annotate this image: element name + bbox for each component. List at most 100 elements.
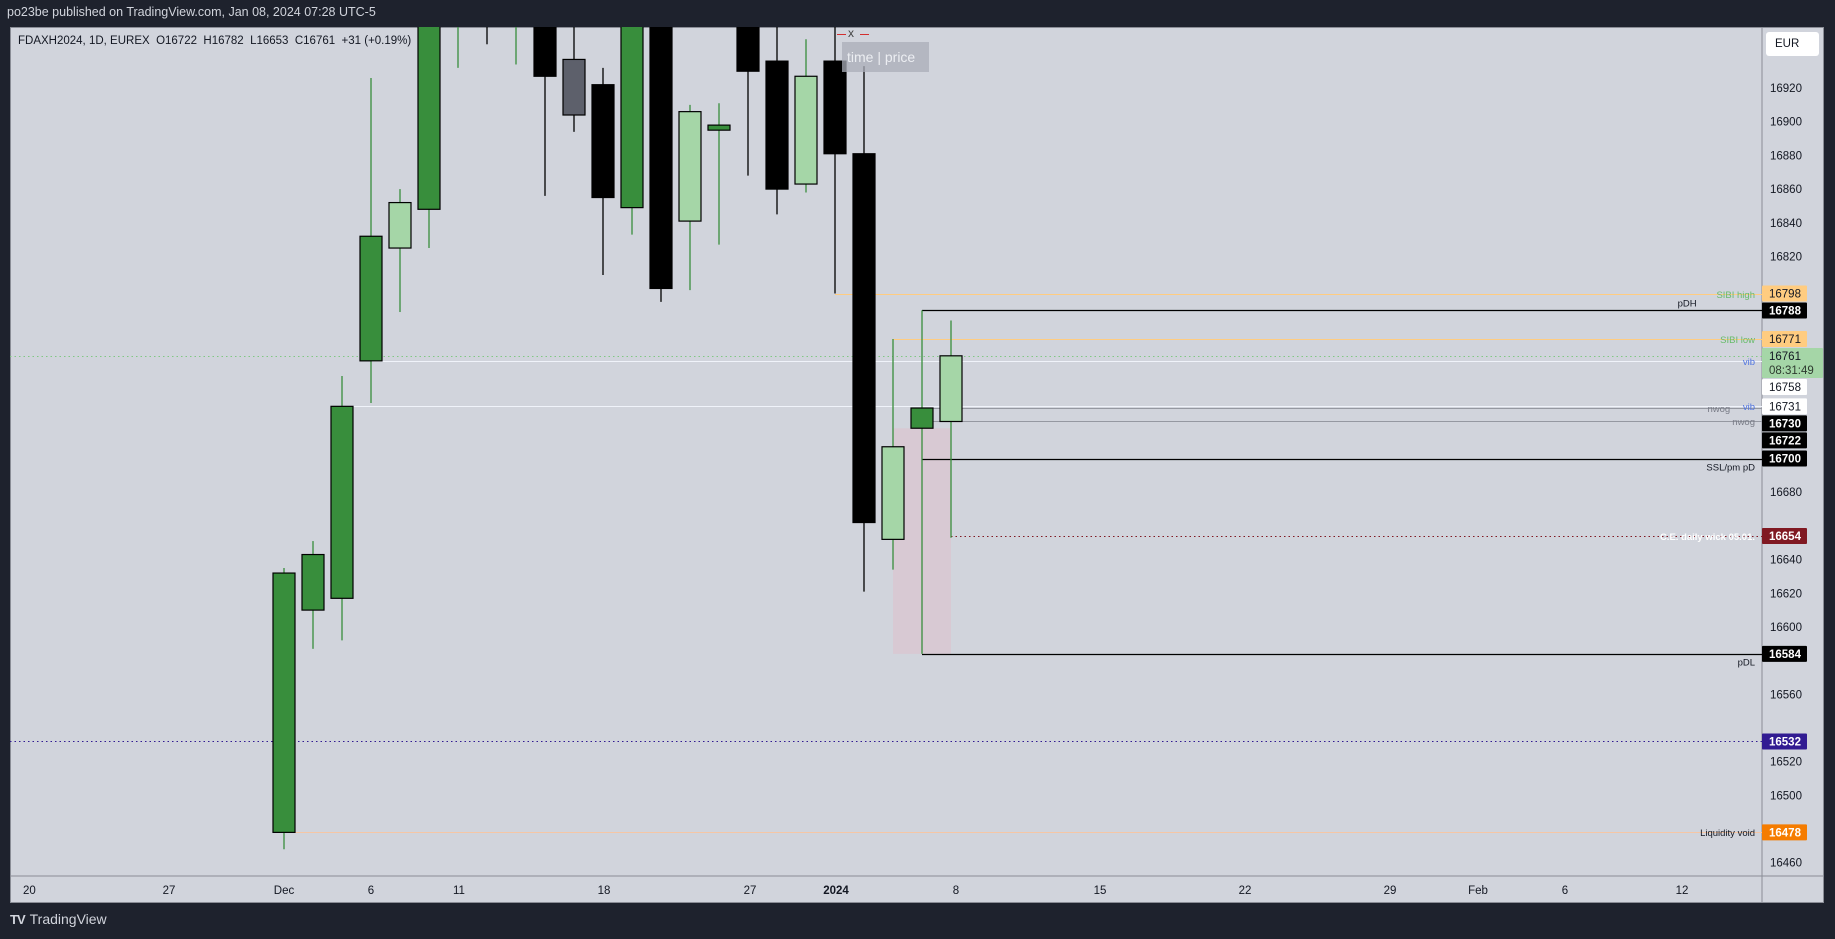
price-tick-label: 16900 <box>1770 117 1802 129</box>
candle-2023-12-04[interactable] <box>301 541 325 649</box>
legend-low: L16653 <box>250 35 289 47</box>
candle-2023-12-15[interactable] <box>562 22 586 132</box>
candle-body <box>620 27 644 209</box>
candle-body <box>910 407 934 429</box>
candle-2024-01-08[interactable] <box>939 320 963 538</box>
candle-body <box>765 60 789 190</box>
time-tick-label: 27 <box>163 885 176 897</box>
time-tick-label: 11 <box>453 885 465 897</box>
price-tag-value: 16761 <box>1769 351 1801 363</box>
candle-body <box>823 60 847 155</box>
currency-button[interactable]: EUR <box>1766 32 1819 56</box>
price-tag-value: 16584 <box>1769 649 1802 661</box>
time-tick-label: 8 <box>953 885 959 897</box>
time-tick-label: 18 <box>598 885 611 897</box>
price-tag-sibi-low: 16771 <box>1762 330 1807 347</box>
price-tag-liquidity-void: 16478 <box>1762 824 1807 841</box>
candle-2023-12-28[interactable] <box>765 22 789 215</box>
tooltip-dash-right <box>860 34 869 35</box>
price-tag-value: 16798 <box>1769 289 1801 301</box>
candle-2023-12-07[interactable] <box>388 189 412 313</box>
price-tick-label: 16560 <box>1770 689 1802 701</box>
candle-body <box>562 58 586 116</box>
candle-2023-12-01[interactable] <box>272 568 296 850</box>
price-tick-label: 16460 <box>1770 858 1802 870</box>
price-axis[interactable]: 16460 16500 16520 16560 16600 16620 16640 16680… <box>1770 83 1802 870</box>
price-tag-ce-daily-wick: 16654 <box>1762 528 1807 545</box>
price-tag-value: 16771 <box>1769 334 1801 346</box>
price-tick-label: 16620 <box>1770 588 1802 600</box>
candle-body <box>301 553 325 611</box>
time-tick-label: Dec <box>274 885 295 897</box>
price-tick-label: 16500 <box>1770 790 1802 802</box>
candle-2023-12-29[interactable] <box>794 39 818 193</box>
time-axis[interactable]: 20 27 Dec 6 11 18 27 2024 8 15 22 29 Feb 6 12 <box>23 885 1688 897</box>
candle-2024-01-03[interactable] <box>852 66 876 592</box>
footer-bar <box>0 903 1835 939</box>
candle-body <box>707 124 731 131</box>
chart-border <box>10 27 1824 903</box>
price-tag-level-16532: 16532 <box>1762 733 1807 750</box>
price-tag-value: 16731 <box>1769 401 1801 413</box>
time-tick-label: 27 <box>744 885 757 897</box>
candle-2024-01-05[interactable] <box>910 310 934 654</box>
candle-body <box>359 235 383 362</box>
price-tag-value: 16758 <box>1769 382 1801 394</box>
publish-header: po23be published on TradingView.com, Jan… <box>0 0 1835 27</box>
candle-2023-12-27[interactable] <box>736 22 760 176</box>
candle-body <box>736 27 760 72</box>
price-tick-label: 16640 <box>1770 555 1802 567</box>
price-tag-bg <box>1762 347 1823 378</box>
price-tick-label: 16860 <box>1770 184 1802 196</box>
candle-2023-12-18[interactable] <box>591 67 615 275</box>
candle-body <box>852 153 876 524</box>
legend-close: C16761 <box>294 35 336 47</box>
legend-high: H16782 <box>203 35 244 47</box>
price-tag-value: 16788 <box>1769 306 1802 318</box>
candle-2023-12-06[interactable] <box>359 77 383 403</box>
level-label-sibi-high: SIBI high <box>1716 290 1755 301</box>
candle-2023-12-21[interactable] <box>678 104 702 291</box>
candle-2023-12-20[interactable] <box>649 22 673 302</box>
level-label-liquidity-void: Liquidity void <box>1700 828 1755 839</box>
level-label-nwog-lower: nwog <box>1732 417 1755 428</box>
time-tick-label: 12 <box>1676 885 1689 897</box>
price-tick-label: 16600 <box>1770 622 1802 634</box>
candle-body <box>388 201 412 249</box>
candle-2023-12-05[interactable] <box>330 376 354 641</box>
price-tag-value: 16478 <box>1769 827 1802 839</box>
candle-2023-12-08[interactable] <box>417 22 441 249</box>
price-tag-bg <box>1762 450 1807 467</box>
price-tick-label: 16820 <box>1770 251 1802 263</box>
candle-body <box>649 27 673 290</box>
publish-info: po23be published on TradingView.com, Jan… <box>7 5 376 19</box>
candle-2024-01-04[interactable] <box>881 338 905 570</box>
candle-2023-12-12[interactable] <box>476 22 498 45</box>
candle-body <box>417 27 441 210</box>
price-tag-pdl: 16584 <box>1762 645 1807 662</box>
tooltip-close-icon[interactable]: x <box>848 26 854 40</box>
price-tag-ssl-pm-pd: 16700 <box>1762 450 1807 467</box>
tooltip-dash-left <box>837 34 846 35</box>
price-tick-label: 16680 <box>1770 487 1802 499</box>
candle-2023-12-13[interactable] <box>505 22 527 65</box>
candle-body <box>533 27 557 77</box>
price-tick-label: 16880 <box>1770 150 1802 162</box>
candle-body <box>330 405 354 599</box>
tradingview-logo[interactable]: TV TradingView <box>10 911 107 927</box>
candle-body <box>476 22 498 24</box>
candle-body <box>881 446 905 540</box>
candle-2023-12-14[interactable] <box>533 22 557 196</box>
candle-2023-12-11[interactable] <box>447 22 469 68</box>
price-tag-last-price: 16761 08:31:49 <box>1762 347 1823 378</box>
price-tag-value: 16722 <box>1769 435 1801 447</box>
candle-2023-12-19[interactable] <box>620 22 644 235</box>
candle-body <box>678 111 702 222</box>
candle-2023-12-22[interactable] <box>707 103 731 245</box>
time-tick-label: 6 <box>368 885 374 897</box>
candle-2024-01-02[interactable] <box>823 22 847 294</box>
price-tag-bg <box>1762 528 1807 545</box>
tradingview-logo-text: TradingView <box>29 911 107 927</box>
